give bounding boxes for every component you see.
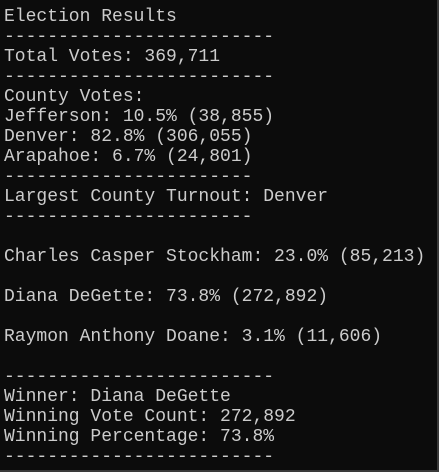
- separator: -------------------------: [4, 27, 275, 47]
- line: Winner: Diana DeGette: [4, 387, 231, 407]
- line: County Votes:: [4, 87, 145, 107]
- line: Winning Vote Count: 272,892: [4, 407, 296, 427]
- line: Diana DeGette: 73.8% (272,892): [4, 287, 329, 307]
- separator: -------------------------: [4, 447, 275, 467]
- line: Arapahoe: 6.7% (24,801): [4, 147, 253, 167]
- line: Winning Percentage: 73.8%: [4, 427, 275, 447]
- line: Total Votes: 369,711: [4, 47, 221, 67]
- separator: -------------------------: [4, 367, 275, 387]
- line: Charles Casper Stockham: 23.0% (85,213): [4, 247, 426, 267]
- line: Largest County Turnout: Denver: [4, 187, 329, 207]
- separator: -----------------------: [4, 207, 253, 227]
- line: Denver: 82.8% (306,055): [4, 127, 253, 147]
- line: Election Results: [4, 7, 177, 27]
- line: Raymon Anthony Doane: 3.1% (11,606): [4, 327, 383, 347]
- line: Jefferson: 10.5% (38,855): [4, 107, 275, 127]
- separator: -----------------------: [4, 167, 253, 187]
- separator: -------------------------: [4, 67, 275, 87]
